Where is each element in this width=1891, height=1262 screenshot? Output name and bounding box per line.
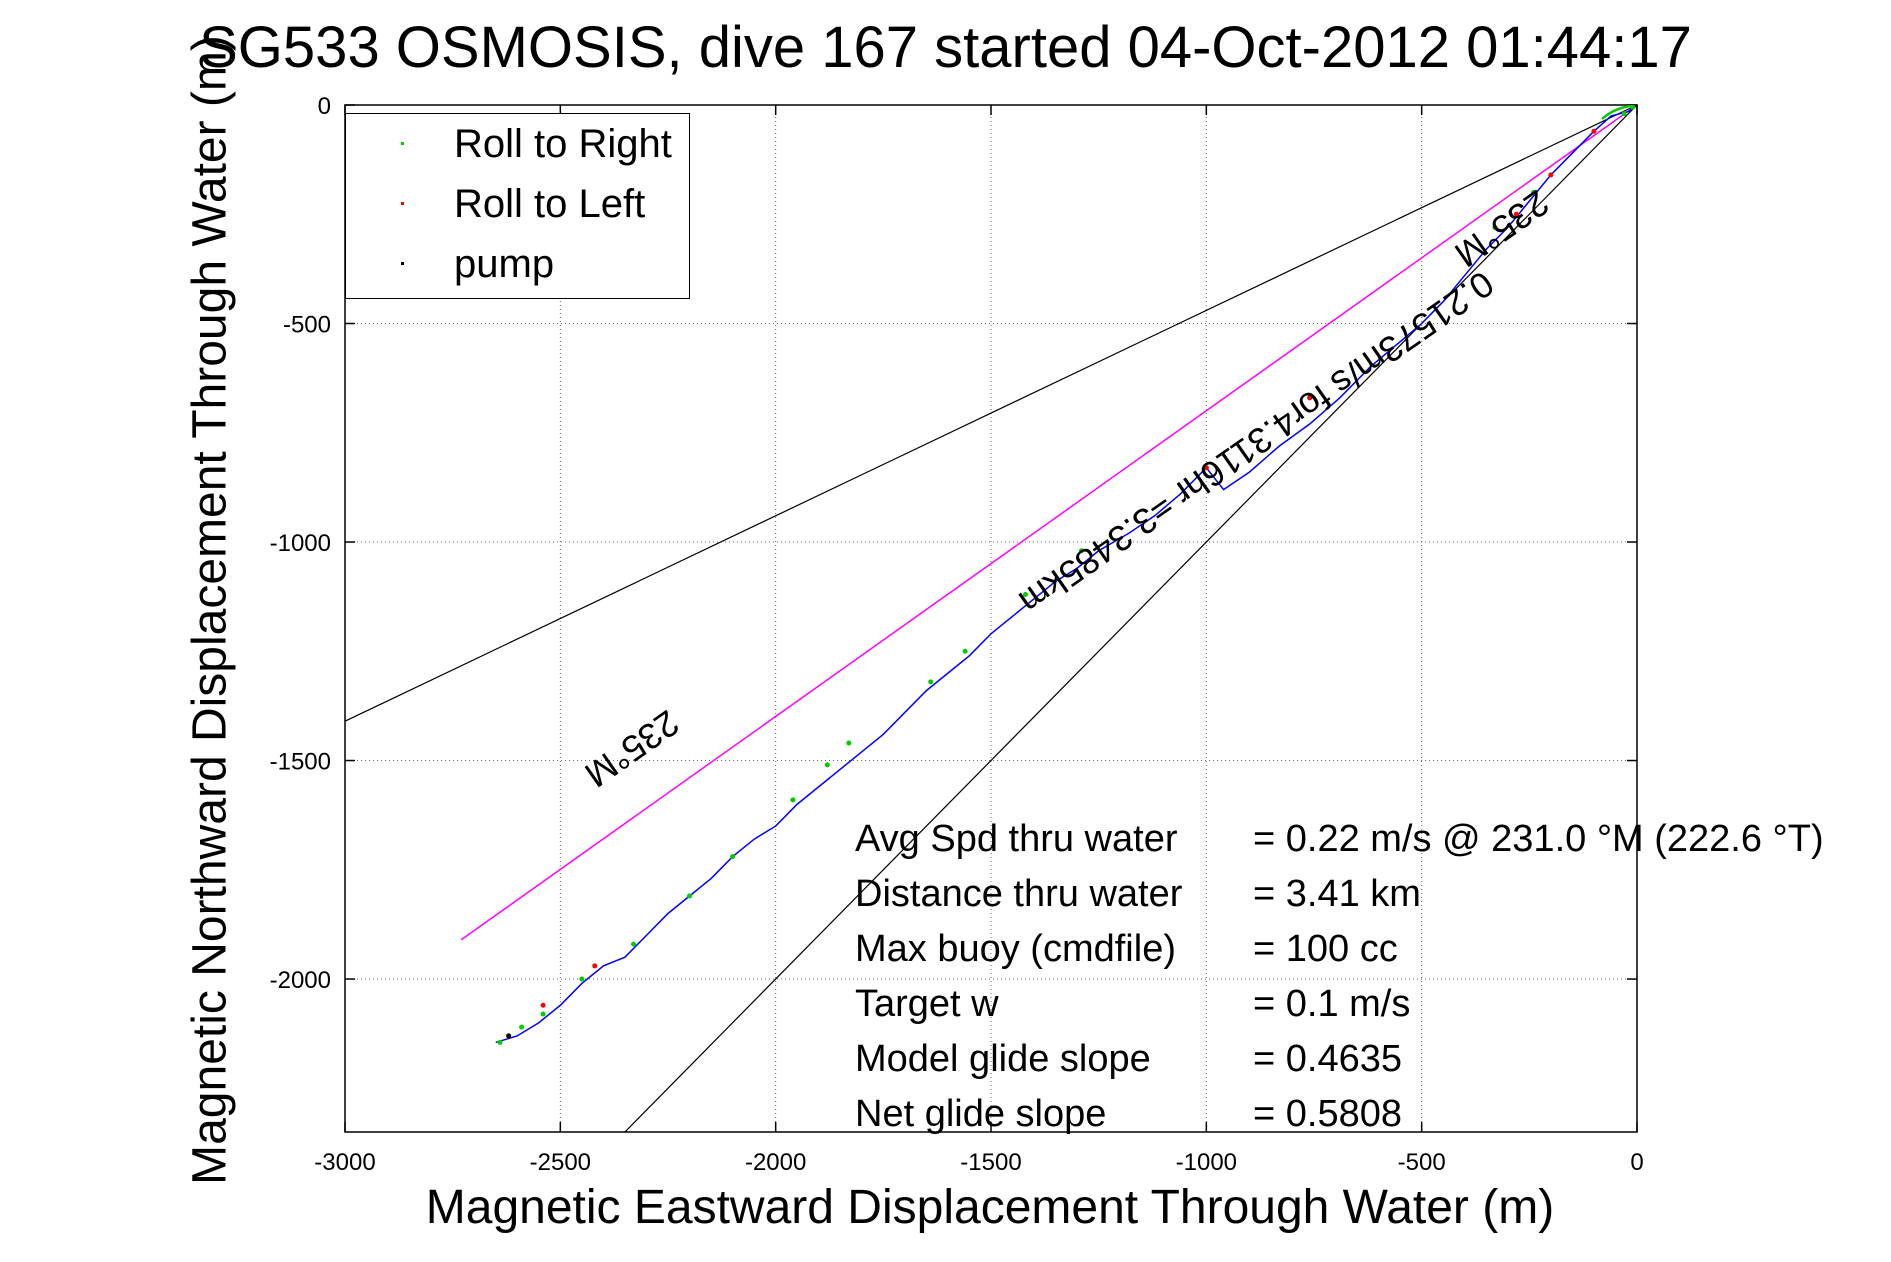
y-tick-label: -1500 bbox=[270, 749, 331, 776]
roll-right-point bbox=[730, 854, 736, 860]
x-axis-label: Magnetic Eastward Displacement Through W… bbox=[425, 1181, 1555, 1234]
stat-label-model-glide: Model glide slope bbox=[855, 1038, 1151, 1080]
track-line bbox=[495, 105, 1637, 1044]
legend-item-roll-left: Roll to Left bbox=[346, 174, 689, 234]
stat-label-target-w: Target w bbox=[855, 983, 999, 1025]
stat-label-avg-spd: Avg Spd thru water bbox=[855, 818, 1178, 860]
y-tick-label: -1000 bbox=[270, 530, 331, 557]
roll-right-point bbox=[1492, 224, 1498, 230]
roll-right-point bbox=[846, 740, 852, 746]
annotation-1: 235°M bbox=[1448, 182, 1557, 275]
pump-point bbox=[506, 1033, 512, 1039]
roll-right-point bbox=[1022, 591, 1028, 597]
stat-value-model-glide: = 0.4635 bbox=[1253, 1038, 1402, 1080]
stat-value-net-glide: = 0.5808 bbox=[1253, 1093, 1402, 1135]
roll-left-point bbox=[1203, 465, 1209, 471]
roll-left-point bbox=[592, 963, 598, 969]
x-tick-label: -1500 bbox=[960, 1149, 1021, 1176]
plot-content bbox=[345, 105, 1637, 1132]
roll-right-point bbox=[1630, 105, 1636, 110]
chart-title: SG533 OSMOSIS, dive 167 started 04-Oct-2… bbox=[199, 15, 1692, 80]
guide-line-lower bbox=[624, 105, 1637, 1132]
legend-marker-roll-left bbox=[401, 202, 404, 205]
x-tick-label: -500 bbox=[1398, 1149, 1446, 1176]
guide-line-upper bbox=[345, 105, 1637, 722]
roll-right-point bbox=[1621, 111, 1627, 117]
annotation-2: 0.21573m/s for4.3116hr =3.3485km bbox=[1012, 263, 1501, 623]
heading-line bbox=[460, 105, 1637, 941]
legend-item-pump: pump bbox=[346, 234, 689, 294]
roll-right-point bbox=[1531, 189, 1537, 195]
stat-label-net-glide: Net glide slope bbox=[855, 1093, 1107, 1135]
roll-left-point bbox=[540, 1002, 546, 1008]
y-tick-label: -500 bbox=[283, 312, 331, 339]
stat-value-distance: = 3.41 km bbox=[1253, 873, 1421, 915]
y-tick-label: -2000 bbox=[270, 967, 331, 994]
legend-label-roll-right: Roll to Right bbox=[454, 122, 672, 166]
x-tick-label: -2500 bbox=[530, 1149, 591, 1176]
legend-marker-roll-right bbox=[401, 142, 404, 145]
stat-value-target-w: = 0.1 m/s bbox=[1253, 983, 1411, 1025]
x-tick-label: 0 bbox=[1630, 1149, 1643, 1176]
legend-item-roll-right: Roll to Right bbox=[346, 114, 689, 174]
legend: Roll to Right Roll to Left pump bbox=[345, 113, 690, 299]
pump-point bbox=[1634, 105, 1637, 108]
roll-right-point bbox=[790, 797, 796, 803]
stat-value-avg-spd: = 0.22 m/s @ 231.0 °M (222.6 °T) bbox=[1253, 818, 1824, 860]
stat-label-distance: Distance thru water bbox=[855, 873, 1183, 915]
roll-left-point bbox=[1513, 211, 1519, 217]
legend-marker-pump bbox=[401, 262, 404, 265]
roll-left-point bbox=[1548, 172, 1554, 178]
roll-left-point bbox=[1591, 128, 1597, 134]
roll-right-point bbox=[962, 648, 968, 654]
y-tick-label: 0 bbox=[318, 93, 331, 120]
roll-right-point bbox=[579, 976, 585, 982]
legend-label-pump: pump bbox=[454, 242, 555, 286]
roll-right-point bbox=[687, 893, 693, 899]
x-tick-label: -3000 bbox=[314, 1149, 375, 1176]
annotation-0: 235°M bbox=[578, 702, 687, 795]
roll-left-point bbox=[1307, 395, 1313, 401]
roll-right-point bbox=[824, 762, 830, 768]
stat-label-max-buoy: Max buoy (cmdfile) bbox=[855, 928, 1176, 970]
x-tick-label: -1000 bbox=[1176, 1149, 1237, 1176]
roll-right-point bbox=[519, 1024, 525, 1030]
roll-right-point bbox=[631, 941, 637, 947]
roll-right-point bbox=[497, 1039, 503, 1045]
legend-label-roll-left: Roll to Left bbox=[454, 182, 646, 226]
y-axis-label: Magnetic Northward Displacement Through … bbox=[183, 35, 237, 1185]
x-tick-label: -2000 bbox=[745, 1149, 806, 1176]
roll-right-point bbox=[1078, 548, 1084, 554]
roll-right-point bbox=[928, 679, 934, 685]
stat-value-max-buoy: = 100 cc bbox=[1253, 928, 1398, 970]
roll-right-point bbox=[540, 1011, 546, 1017]
